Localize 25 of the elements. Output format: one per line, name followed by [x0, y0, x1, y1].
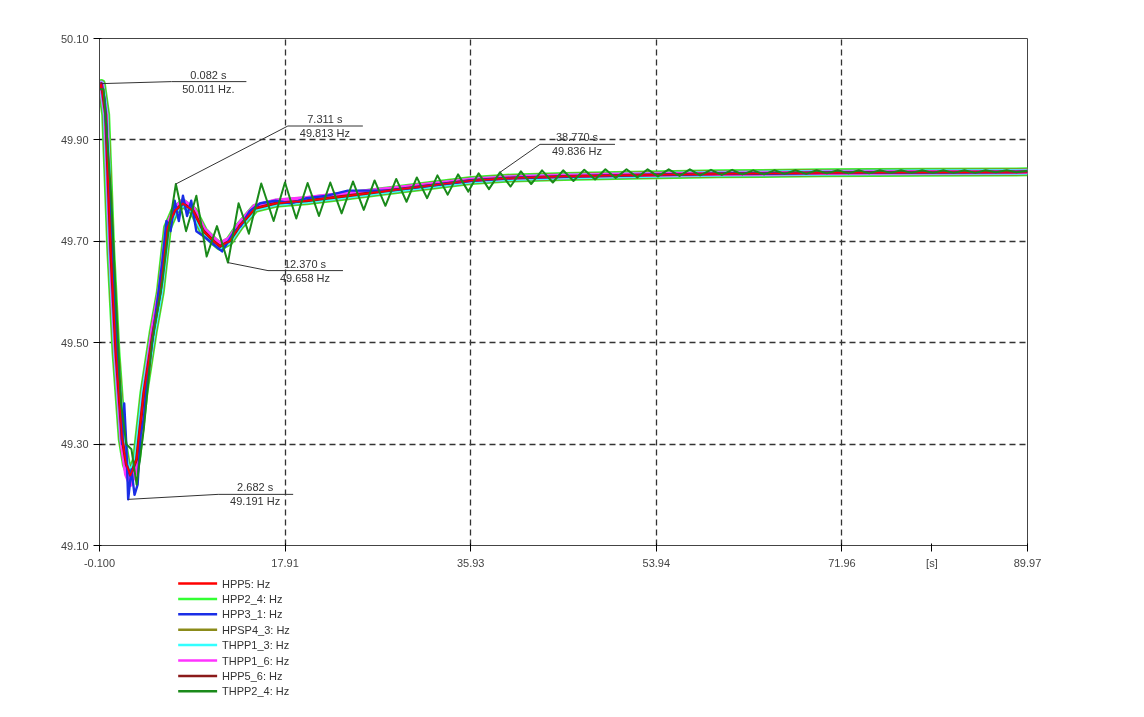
legend-label: HPP5_6: Hz [221, 669, 283, 682]
y-tick-label: 50.10 [60, 32, 89, 45]
annotation: 2.682 s 49.191 Hz [230, 481, 281, 508]
x-tick-label: 89.97 [1013, 556, 1042, 569]
y-tick-label: 49.30 [60, 438, 89, 451]
annotation: 7.311 s 49.813 Hz [299, 113, 350, 140]
legend-label: HPP5: Hz [221, 577, 271, 590]
legend-label: HPP2_4: Hz [221, 592, 283, 605]
x-tick-label: 53.94 [642, 556, 671, 569]
y-tick-label: 49.50 [60, 336, 89, 349]
x-axis-title: [s] [926, 556, 938, 569]
legend-label: THPP2_4: Hz [221, 685, 290, 698]
y-tick-label: 49.10 [60, 539, 89, 552]
x-tick-label: -0.100 [83, 556, 116, 569]
annotation: 12.370 s 49.658 Hz [279, 257, 331, 284]
y-tick-label: 49.70 [60, 235, 89, 248]
legend-label: THPP1_3: Hz [221, 639, 290, 652]
legend-label: HPP3_1: Hz [221, 608, 283, 621]
x-tick-label: 71.96 [828, 556, 856, 569]
annotation: 0.082 s 50.011 Hz. [182, 68, 235, 95]
legend-label: THPP1_6: Hz [221, 654, 290, 667]
legend-label: HPSP4_3: Hz [221, 623, 290, 636]
x-tick-label: 17.91 [271, 556, 299, 569]
x-tick-label: 35.93 [456, 556, 485, 569]
y-tick-label: 49.90 [60, 133, 89, 146]
